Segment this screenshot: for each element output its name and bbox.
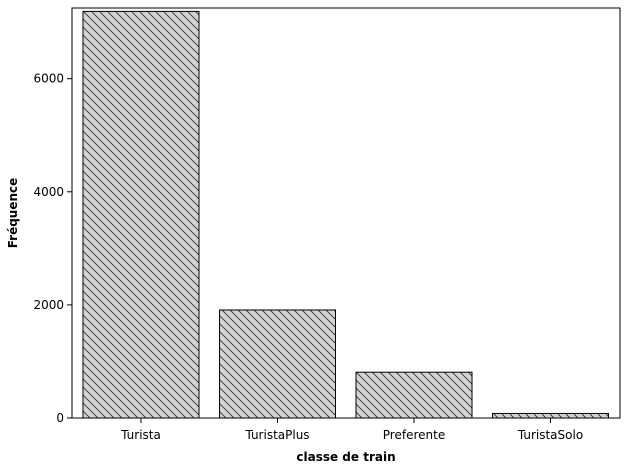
bar-turistasolo — [492, 412, 609, 419]
x-tick-label: TuristaPlus — [244, 428, 309, 442]
bars — [82, 10, 609, 419]
x-tick-label: TuristaSolo — [517, 428, 583, 442]
x-axis-title: classe de train — [296, 450, 395, 464]
y-tick-label: 0 — [56, 411, 64, 425]
x-tick-label: Preferente — [383, 428, 445, 442]
y-tick-label: 4000 — [33, 185, 64, 199]
y-axis: 0 2000 4000 6000 — [33, 72, 72, 425]
bar-turista — [82, 10, 200, 419]
y-axis-title: Fréquence — [6, 178, 20, 249]
x-axis: Turista TuristaPlus Preferente TuristaSolo — [120, 418, 583, 442]
bar-turistaplus — [219, 309, 336, 419]
y-tick-label: 6000 — [33, 72, 64, 86]
y-tick-label: 2000 — [33, 298, 64, 312]
x-tick-label: Turista — [120, 428, 161, 442]
bar-preferente — [355, 371, 473, 419]
